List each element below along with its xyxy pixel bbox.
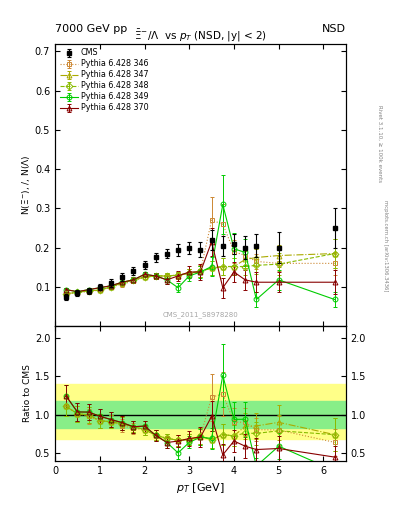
- Title: $\bar{\Xi}^{-}/\Lambda$  vs $p_T$ (NSD, |y| < 2): $\bar{\Xi}^{-}/\Lambda$ vs $p_T$ (NSD, |…: [134, 28, 267, 44]
- Text: CMS_2011_S8978280: CMS_2011_S8978280: [163, 311, 238, 318]
- Text: Rivet 3.1.10, ≥ 100k events: Rivet 3.1.10, ≥ 100k events: [377, 105, 382, 182]
- Y-axis label: N($\Xi^{-}$), /, N($\Lambda$): N($\Xi^{-}$), /, N($\Lambda$): [20, 155, 32, 215]
- Text: NSD: NSD: [322, 24, 346, 34]
- Bar: [55, 384, 346, 439]
- Text: 7000 GeV pp: 7000 GeV pp: [55, 24, 127, 34]
- X-axis label: $p_T$ [GeV]: $p_T$ [GeV]: [176, 481, 225, 495]
- Y-axis label: Ratio to CMS: Ratio to CMS: [23, 365, 32, 422]
- Bar: [55, 401, 346, 429]
- Legend: CMS, Pythia 6.428 346, Pythia 6.428 347, Pythia 6.428 348, Pythia 6.428 349, Pyt: CMS, Pythia 6.428 346, Pythia 6.428 347,…: [58, 47, 150, 114]
- Text: mcplots.cern.ch [arXiv:1306.3436]: mcplots.cern.ch [arXiv:1306.3436]: [384, 200, 388, 291]
